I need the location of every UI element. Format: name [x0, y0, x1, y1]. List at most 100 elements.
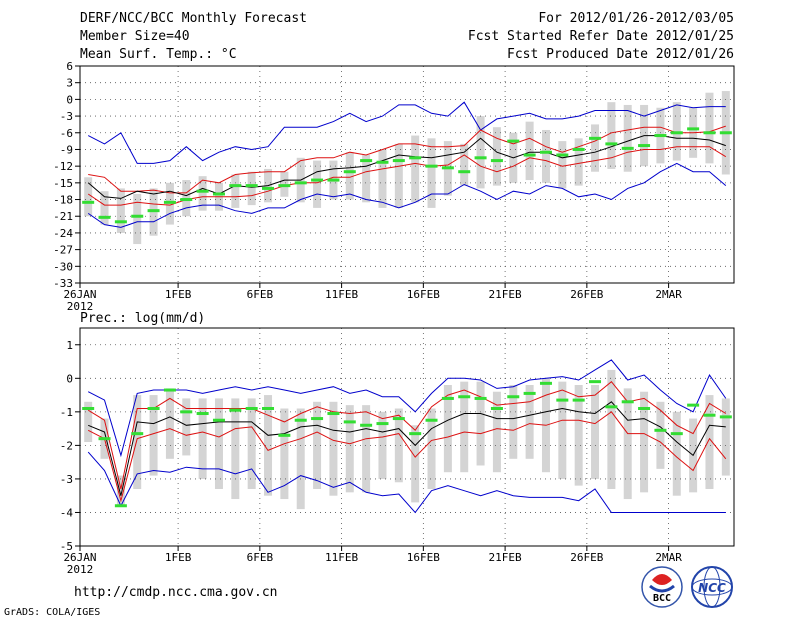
spread-box: [280, 408, 289, 500]
ensemble-mean-line: [88, 401, 726, 496]
y-tick-label: 1: [66, 339, 73, 352]
median-marker: [196, 189, 209, 193]
x-tick-label: 26FEB: [570, 288, 603, 301]
x-tick-label: 26FEB: [570, 551, 603, 564]
median-marker: [654, 134, 667, 138]
x-tick-label: 6FEB: [247, 288, 274, 301]
median-marker: [343, 170, 356, 174]
median-marker: [670, 432, 683, 436]
median-marker: [638, 144, 651, 148]
x-year-label: 2012: [67, 563, 94, 576]
x-tick-label: 6FEB: [247, 551, 274, 564]
spread-box: [427, 408, 436, 489]
median-marker: [98, 437, 111, 441]
bcc-logo: BCC: [641, 566, 683, 608]
y-tick-label: 6: [66, 60, 73, 73]
median-marker: [212, 192, 225, 196]
spread-box: [116, 188, 125, 233]
median-marker: [572, 398, 585, 402]
median-marker: [311, 417, 324, 421]
y-tick-label: -3: [60, 110, 73, 123]
median-marker: [654, 428, 667, 432]
y-tick-label: 0: [66, 372, 73, 385]
median-marker: [327, 178, 340, 182]
spread-box: [623, 104, 632, 172]
forecast-start-date: Fcst Started Refer Date 2012/01/25: [468, 29, 734, 44]
spread-box: [247, 398, 256, 489]
median-marker: [507, 139, 520, 143]
median-marker: [163, 388, 176, 392]
y-tick-label: -21: [53, 210, 73, 223]
member-size: Member Size=40: [80, 29, 190, 44]
y-tick-label: -12: [53, 160, 73, 173]
x-tick-label: 16FEB: [407, 288, 440, 301]
spread-box: [623, 388, 632, 500]
y-tick-label: -30: [53, 260, 73, 273]
spread-box: [214, 398, 223, 489]
ncc-logo-text: NCC: [698, 581, 726, 595]
median-marker: [621, 400, 634, 404]
spread-box: [411, 135, 420, 203]
median-marker: [114, 504, 127, 508]
max-line: [87, 359, 727, 458]
x-tick-label: 2MAR: [655, 551, 682, 564]
median-marker: [621, 146, 634, 150]
spread-box: [607, 102, 616, 169]
ensemble-mean-line: [87, 135, 726, 199]
spread-box: [574, 138, 583, 186]
spread-box: [492, 391, 501, 473]
median-marker: [589, 136, 602, 140]
spread-box: [591, 124, 600, 172]
median-marker: [131, 432, 144, 436]
median-marker: [131, 214, 144, 218]
median-marker: [572, 147, 585, 151]
median-marker: [605, 142, 618, 146]
y-tick-label: -9: [60, 143, 73, 156]
spread-box: [460, 381, 469, 473]
median-marker: [556, 398, 569, 402]
min-line: [87, 162, 727, 228]
spread-box: [84, 401, 93, 443]
source-url[interactable]: http://cmdp.ncc.cma.gov.cn: [74, 585, 278, 600]
lower-std-line: [87, 411, 727, 503]
median-marker: [409, 156, 422, 160]
forecast-produced-date: Fcst Produced Date 2012/01/26: [507, 47, 734, 62]
spread-box: [476, 381, 485, 466]
upper-std-line: [88, 125, 726, 194]
plot-frame: [79, 327, 735, 547]
spread-box: [541, 129, 550, 183]
spread-box: [296, 408, 305, 510]
median-marker: [311, 178, 324, 182]
y-tick-label: -4: [60, 506, 74, 519]
spread-box: [394, 143, 403, 208]
median-marker: [474, 156, 487, 160]
x-tick-label: 2MAR: [655, 288, 682, 301]
median-marker: [180, 410, 193, 414]
y-tick-label: -2: [60, 439, 73, 452]
spread-box: [198, 398, 207, 479]
spread-box: [492, 127, 501, 186]
median-marker: [98, 215, 111, 219]
temp-panel-title: Mean Surf. Temp.: °C: [80, 47, 237, 62]
spread-box: [509, 385, 518, 459]
spread-box: [362, 155, 371, 203]
figure-title: DERF/NCC/BCC Monthly Forecast: [80, 11, 307, 26]
median-marker: [441, 396, 454, 400]
bcc-logo-text: BCC: [653, 593, 671, 604]
spread-box: [378, 411, 387, 479]
spread-box: [591, 385, 600, 479]
spread-box: [607, 369, 616, 489]
median-marker: [147, 406, 160, 410]
spread-box: [574, 385, 583, 486]
spread-box: [313, 401, 322, 489]
precip-panel-title: Prec.: log(mm/d): [80, 311, 205, 326]
median-marker: [82, 406, 95, 410]
median-marker: [114, 220, 127, 224]
upper-std-line: [87, 380, 727, 490]
median-marker: [376, 160, 389, 164]
grads-credit: GrADS: COLA/IGES: [4, 607, 100, 618]
median-marker: [556, 153, 569, 157]
spread-box: [525, 385, 534, 459]
